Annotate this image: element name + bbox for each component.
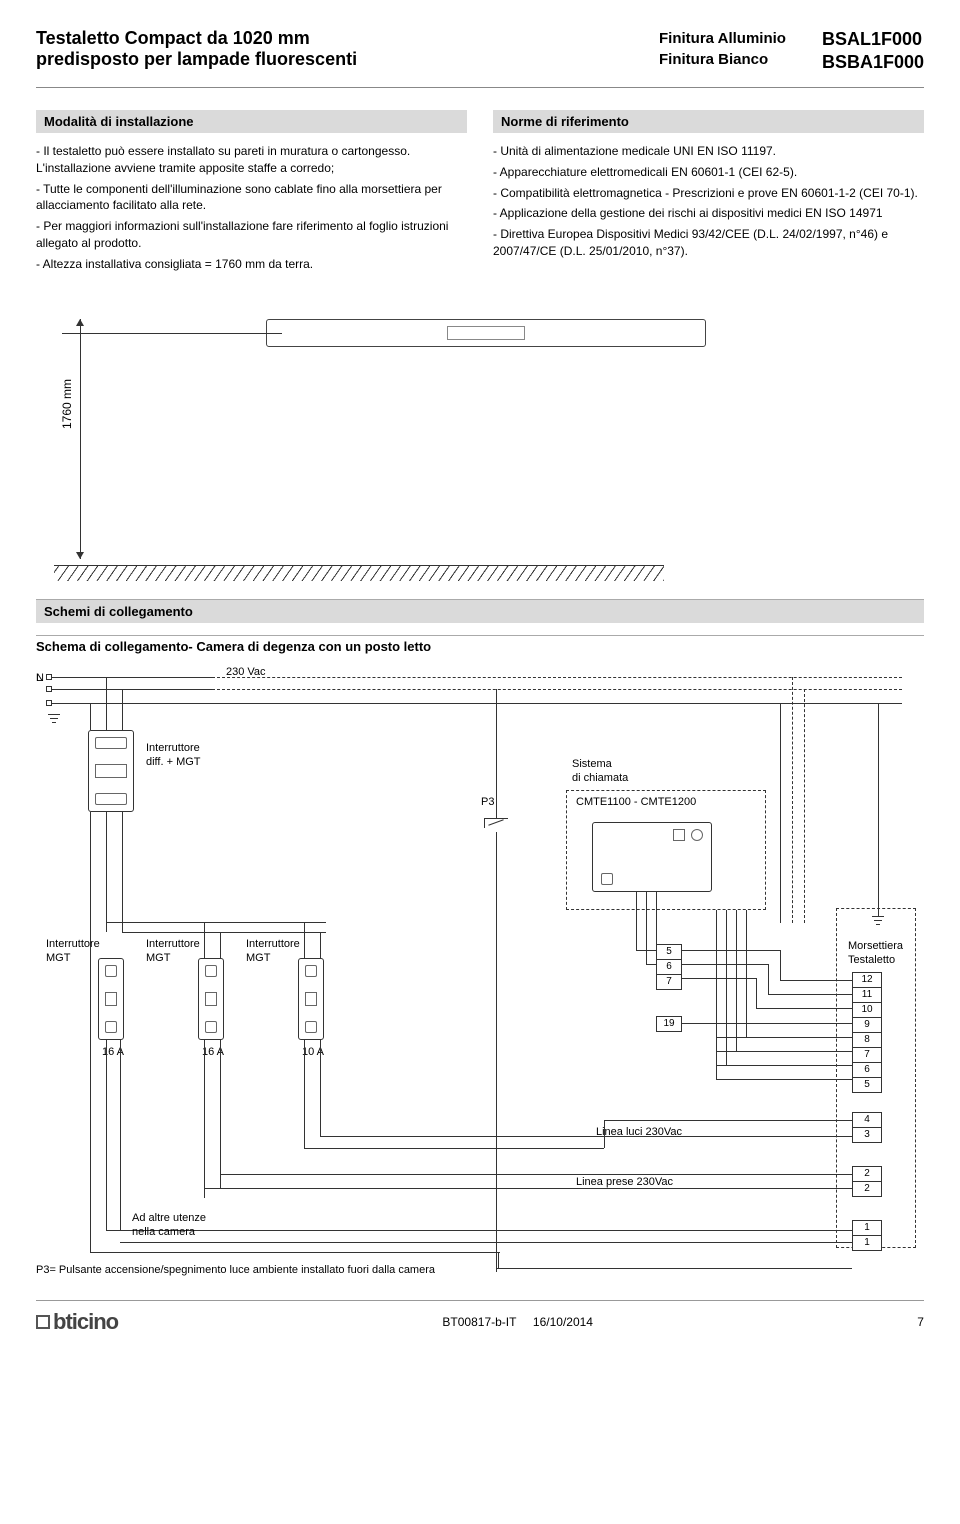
install-item: - Il testaletto può essere installato su… — [36, 143, 467, 177]
label-mors2: Testaletto — [848, 954, 895, 966]
install-body: - Il testaletto può essere installato su… — [36, 143, 467, 273]
terminal-block-a: 5 6 7 — [656, 944, 682, 990]
label-diff-1: Interruttore — [146, 742, 200, 754]
schemi-title: Schemi di collegamento — [36, 599, 924, 623]
ground-hatch — [54, 565, 664, 581]
label-sys1: Sistema — [572, 758, 612, 770]
page-footer: bticino BT00817-b-IT 16/10/2014 7 — [36, 1300, 924, 1335]
label-p3-note: P3= Pulsante accensione/spegnimento luce… — [36, 1264, 435, 1276]
product-title: Testaletto Compact da 1020 mm predispost… — [36, 28, 357, 73]
breaker-mgt-1 — [98, 958, 124, 1040]
terminal-block-e: 2 2 — [852, 1166, 882, 1197]
install-item: - Altezza installativa consigliata = 176… — [36, 256, 467, 273]
finish-2: Finitura Bianco — [659, 49, 786, 70]
circuit-diagram: L N 230 Vac Interruttore diff. + MGT Int… — [36, 672, 924, 1282]
terminal-block-d: 4 3 — [852, 1112, 882, 1143]
terminal-block-b: 19 — [656, 1016, 682, 1032]
label-230vac: 230 Vac — [226, 666, 266, 678]
install-title: Modalità di installazione — [36, 110, 467, 133]
finish-column: Finitura Alluminio Finitura Bianco — [659, 28, 786, 73]
label-altre-1: Ad altre utenze — [132, 1212, 206, 1224]
page-header: Testaletto Compact da 1020 mm predispost… — [36, 28, 924, 88]
label-mgt2a: Interruttore — [146, 938, 200, 950]
label-cmte: CMTE1100 - CMTE1200 — [576, 796, 696, 808]
device-side-view — [266, 319, 706, 347]
brand-logo: bticino — [36, 1309, 118, 1335]
dimension-label: 1760 mm — [60, 379, 74, 429]
install-item: - Tutte le componenti dell'illuminazione… — [36, 181, 467, 215]
call-system-device — [592, 822, 712, 892]
code-1: BSAL1F000 — [822, 28, 924, 51]
footer-doc: BT00817-b-IT 16/10/2014 — [442, 1315, 593, 1329]
terminal-block-f: 1 1 — [852, 1220, 882, 1251]
breaker-mgt-2 — [198, 958, 224, 1040]
label-N: N — [36, 672, 44, 684]
norms-item: - Unità di alimentazione medicale UNI EN… — [493, 143, 924, 160]
install-item: - Per maggiori informazioni sull'install… — [36, 218, 467, 252]
title-line-2: predisposto per lampade fluorescenti — [36, 49, 357, 70]
label-p3: P3 — [481, 796, 494, 808]
logo-text: bticino — [53, 1309, 118, 1335]
breaker-mgt-3 — [298, 958, 324, 1040]
info-columns: Modalità di installazione - Il testalett… — [36, 110, 924, 277]
label-mgt1a: Interruttore — [46, 938, 100, 950]
label-mors1: Morsettiera — [848, 940, 903, 952]
logo-square-icon — [36, 1315, 50, 1329]
label-linea-luci: Linea luci 230Vac — [596, 1126, 682, 1138]
norms-item: - Applicazione della gestione dei rischi… — [493, 205, 924, 222]
label-linea-prese: Linea prese 230Vac — [576, 1176, 673, 1188]
code-column: BSAL1F000 BSBA1F000 — [822, 28, 924, 73]
label-mgt3b: MGT — [246, 952, 270, 964]
label-diff-2: diff. + MGT — [146, 756, 201, 768]
code-2: BSBA1F000 — [822, 51, 924, 74]
norms-body: - Unità di alimentazione medicale UNI EN… — [493, 143, 924, 260]
height-diagram: 1760 mm — [36, 301, 924, 581]
dimension-1760: 1760 mm — [62, 319, 98, 559]
norms-title: Norme di riferimento — [493, 110, 924, 133]
label-altre-2: nella camera — [132, 1226, 195, 1238]
norms-item: - Compatibilità elettromagnetica - Presc… — [493, 185, 924, 202]
schemi-sub: Schema di collegamento- Camera di degenz… — [36, 635, 924, 654]
label-mgt2b: MGT — [146, 952, 170, 964]
title-line-1: Testaletto Compact da 1020 mm — [36, 28, 357, 49]
terminal-block-c: 12 11 10 9 8 7 6 5 — [852, 972, 882, 1093]
label-mgt3a: Interruttore — [246, 938, 300, 950]
ground-icon — [870, 916, 886, 930]
breaker-diff — [88, 730, 134, 812]
norms-item: - Direttiva Europea Dispositivi Medici 9… — [493, 226, 924, 260]
norms-item: - Apparecchiature elettromedicali EN 606… — [493, 164, 924, 181]
label-mgt1b: MGT — [46, 952, 70, 964]
finish-1: Finitura Alluminio — [659, 28, 786, 49]
footer-page: 7 — [917, 1315, 924, 1329]
label-sys2: di chiamata — [572, 772, 628, 784]
